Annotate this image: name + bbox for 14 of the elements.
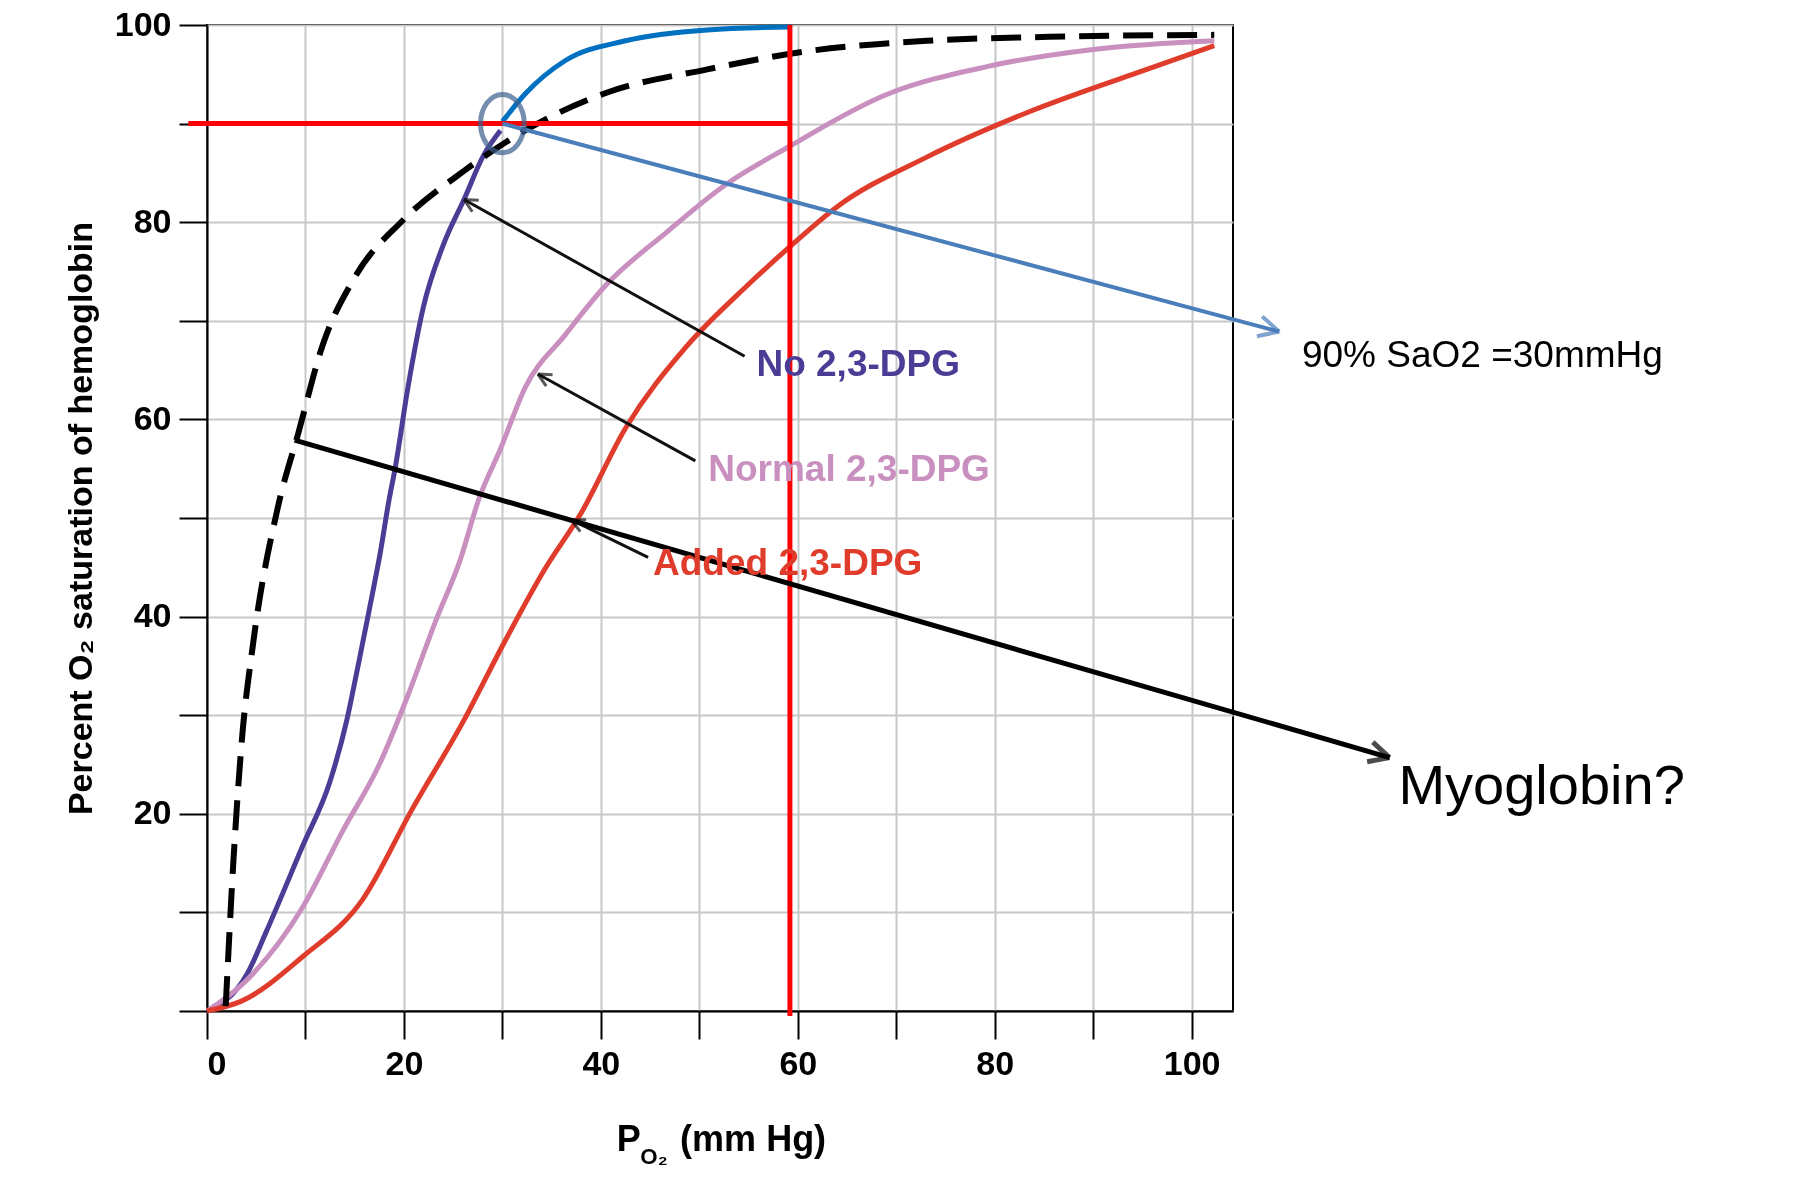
y-tick-label: 40 [133,596,172,635]
annotation: 90% SaO2 =30mmHg [1301,334,1663,376]
annotation: Myoglobin? [1398,753,1685,817]
x-tick-label: 100 [1163,1043,1221,1082]
x-tick-label: 60 [779,1043,818,1082]
x-tick-label: 0 [207,1043,227,1082]
y-tick-label: 80 [133,201,172,240]
x-tick-label: 40 [582,1043,621,1082]
x-tick-label: 20 [385,1043,424,1082]
y-axis-title: Percent O₂ saturation of hemoglobin [60,221,99,816]
x-tick-label: 80 [976,1043,1015,1082]
y-tick-label: 20 [133,793,172,832]
y-tick-label: 60 [133,398,172,437]
y-tick-label: 100 [114,4,172,43]
